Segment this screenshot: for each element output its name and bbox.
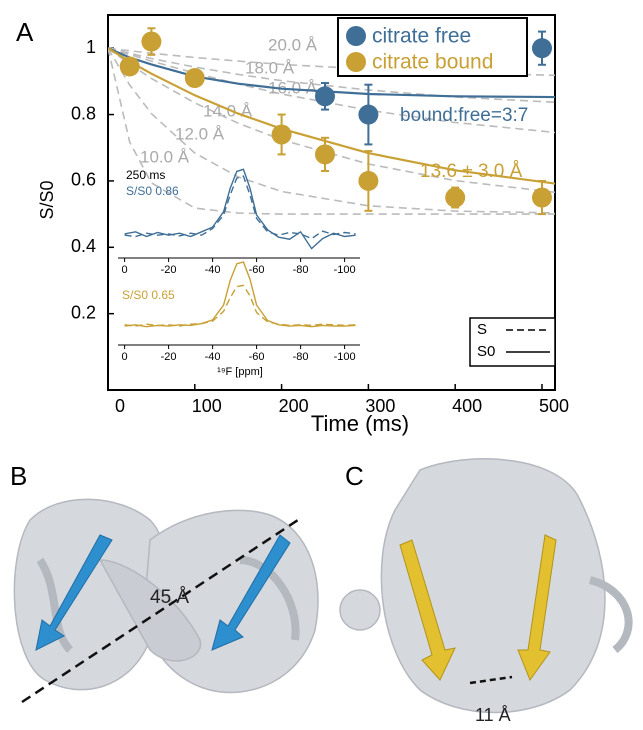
y-tick-label: 0.8 [71, 103, 96, 123]
spectrum [124, 175, 356, 240]
spectrum [124, 284, 356, 327]
beta-strand [211, 534, 291, 651]
panel-label: B [10, 461, 27, 491]
legend-label: S0 [477, 343, 495, 360]
model-curve [108, 47, 555, 104]
inset-annotation: 250 ms [126, 168, 165, 182]
curve-label: 14.0 Å [203, 101, 253, 120]
model-curve [108, 47, 555, 194]
distance-label: 11 Å [475, 705, 511, 725]
protein-structure [339, 458, 633, 714]
x-tick-label: 200 [279, 396, 309, 416]
x-tick-label: 100 [192, 396, 222, 416]
legend-label: S [477, 321, 487, 338]
inset-x-tick-label: -20 [161, 264, 177, 276]
data-point [271, 124, 292, 145]
distance-line [469, 675, 513, 685]
y-axis-label: S/S0 [37, 180, 57, 219]
inset-x-tick-label: -40 [205, 351, 221, 363]
inset-x-tick-label: -100 [334, 264, 356, 276]
beta-strand [517, 534, 557, 682]
inset-x-tick-label: 0 [122, 351, 128, 363]
spectrum [124, 261, 356, 328]
beta-strand [35, 534, 113, 651]
legend-label: citrate free [372, 25, 471, 48]
inset-x-tick-label: 0 [122, 264, 128, 276]
inset-x-tick-label: -40 [205, 264, 221, 276]
curve-label: 10.0 Å [140, 147, 190, 166]
data-point [358, 104, 379, 125]
data-point [314, 86, 335, 107]
y-tick-label: 0.6 [71, 170, 96, 190]
beta-strand [399, 539, 456, 681]
data-point [445, 187, 466, 208]
inset-x-tick-label: -80 [293, 264, 309, 276]
data-point [184, 68, 205, 89]
inset-x-tick-label: -60 [249, 351, 265, 363]
panel-label: A [16, 17, 34, 47]
data-point [531, 187, 552, 208]
curve-label: 20.0 Å [268, 35, 318, 54]
legend-box [337, 17, 528, 77]
inset-x-tick-label: -60 [249, 264, 265, 276]
data-point [531, 38, 552, 59]
legend-box [469, 317, 556, 367]
model-curve [108, 48, 555, 215]
inset-annotation: S/S0 0.86 [126, 184, 179, 198]
curve-label: bound:free=3:7 [400, 105, 528, 126]
legend-marker [346, 26, 366, 46]
y-tick-label: 1 [86, 37, 96, 57]
curve-label: 12.0 Å [175, 124, 225, 143]
curve-label: 16.0 Å [268, 78, 318, 97]
curve-label: 18.0 Å [245, 58, 295, 77]
spectrum [124, 168, 356, 250]
x-tick-label: 0 [115, 396, 125, 416]
inset-annotation: S/S0 0.65 [122, 288, 175, 302]
y-tick-label: 0.4 [71, 236, 96, 256]
inset-x-tick-label: -20 [161, 351, 177, 363]
data-point [358, 170, 379, 191]
x-tick-label: 300 [365, 396, 395, 416]
inset-x-tick-label: -100 [334, 351, 356, 363]
panel-label: C [345, 461, 364, 491]
x-axis-label: Time (ms) [311, 411, 409, 436]
data-point [314, 144, 335, 165]
x-tick-label: 500 [539, 396, 569, 416]
inset-x-label: ¹⁹F [ppm] [217, 366, 263, 378]
data-point [141, 31, 162, 52]
distance-label: 45 Å [150, 587, 189, 608]
y-tick-label: 0.2 [71, 302, 96, 322]
inset-x-tick-label: -80 [293, 351, 309, 363]
model-curve [108, 47, 555, 214]
data-point [119, 56, 140, 77]
legend-label: citrate bound [372, 51, 493, 74]
curve-label: 13.6 ± 3.0 Å [420, 161, 523, 182]
plot-frame [107, 14, 556, 391]
distance-line [21, 518, 299, 704]
legend-marker [346, 52, 366, 72]
x-tick-label: 400 [452, 396, 482, 416]
